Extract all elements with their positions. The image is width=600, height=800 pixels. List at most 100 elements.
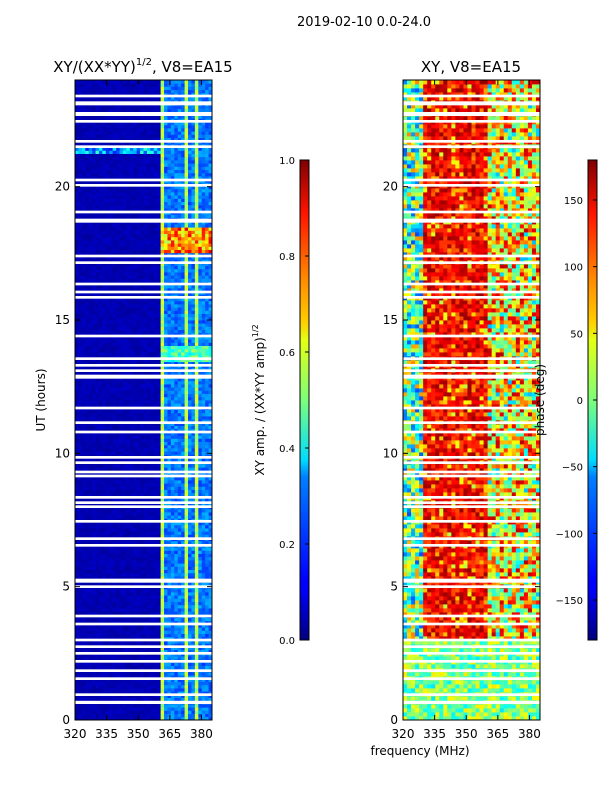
amplitude-cell xyxy=(198,422,203,426)
amplitude-cell xyxy=(136,531,141,535)
amplitude-cell xyxy=(160,620,165,625)
amplitude-cell xyxy=(181,464,186,468)
amplitude-cell xyxy=(174,563,179,567)
amplitude-cell xyxy=(143,428,148,433)
amplitude-cell xyxy=(102,476,107,481)
amplitude-cell xyxy=(92,569,96,574)
amplitude-cell xyxy=(75,707,79,711)
amplitude-cell xyxy=(146,582,151,586)
amplitude-cell xyxy=(184,540,189,545)
amplitude-cell xyxy=(143,432,148,436)
amplitude-cell xyxy=(167,403,172,407)
amplitude-cell xyxy=(150,646,155,650)
amplitude-cell xyxy=(88,499,93,503)
amplitude-cell xyxy=(153,633,158,638)
amplitude-cell xyxy=(143,627,148,631)
amplitude-cell xyxy=(140,384,144,388)
amplitude-cell xyxy=(88,425,93,430)
amplitude-cell xyxy=(201,380,206,385)
amplitude-cell xyxy=(109,688,114,692)
amplitude-cell xyxy=(191,441,196,446)
amplitude-cell xyxy=(109,489,114,494)
amplitude-cell xyxy=(81,419,86,423)
amplitude-cell xyxy=(160,489,165,494)
amplitude-cell xyxy=(208,697,212,702)
amplitude-cell xyxy=(146,563,151,567)
amplitude-cell xyxy=(205,492,209,497)
amplitude-cell xyxy=(167,636,172,641)
amplitude-cell xyxy=(136,633,141,638)
amplitude-cell xyxy=(102,643,107,647)
amplitude-cell xyxy=(174,592,179,596)
amplitude-cell xyxy=(143,684,148,689)
amplitude-cell xyxy=(167,422,172,426)
amplitude-cell xyxy=(150,448,155,452)
amplitude-cell xyxy=(75,499,79,503)
amplitude-cell xyxy=(201,582,206,586)
amplitude-cell xyxy=(116,416,120,420)
amplitude-cell xyxy=(109,428,114,433)
amplitude-cell xyxy=(201,390,206,394)
amplitude-cell xyxy=(109,710,114,714)
amplitude-cell xyxy=(105,524,110,529)
amplitude-cell xyxy=(75,409,79,414)
amplitude-cell xyxy=(181,633,186,638)
amplitude-cell xyxy=(140,617,144,622)
amplitude-cell xyxy=(102,531,107,535)
amplitude-cell xyxy=(85,336,90,340)
amplitude-cell xyxy=(191,476,196,481)
amplitude-cell xyxy=(160,556,165,561)
amplitude-cell xyxy=(143,672,148,676)
amplitude-cell xyxy=(85,441,90,446)
amplitude-cell xyxy=(208,428,212,433)
amplitude-cell xyxy=(201,377,206,382)
amplitude-cell xyxy=(157,486,162,490)
amplitude-cell xyxy=(177,451,182,455)
amplitude-cell xyxy=(205,521,209,526)
amplitude-cell xyxy=(157,435,162,439)
amplitude-cell xyxy=(78,432,83,436)
amplitude-cell xyxy=(81,377,86,382)
amplitude-cell xyxy=(157,380,162,385)
amplitude-cell xyxy=(174,662,179,666)
amplitude-cell xyxy=(205,598,209,602)
amplitude-cell xyxy=(153,380,158,385)
amplitude-cell xyxy=(174,428,179,433)
amplitude-cell xyxy=(81,633,86,638)
amplitude-cell xyxy=(119,502,124,506)
amplitude-cell xyxy=(198,675,203,679)
amplitude-cell xyxy=(153,665,158,670)
amplitude-cell xyxy=(177,646,182,650)
amplitude-cell xyxy=(143,608,148,612)
amplitude-cell xyxy=(92,633,96,638)
amplitude-cell xyxy=(119,336,124,340)
amplitude-cell xyxy=(81,694,86,698)
amplitude-cell xyxy=(92,326,96,330)
amplitude-cell xyxy=(98,403,103,407)
amplitude-cell xyxy=(75,508,79,513)
amplitude-cell xyxy=(157,704,162,708)
amplitude-cell xyxy=(164,646,168,650)
amplitude-cell xyxy=(92,329,96,334)
amplitude-cell xyxy=(177,467,182,471)
amplitude-cell xyxy=(78,592,83,596)
amplitude-cell xyxy=(105,352,110,356)
amplitude-cell xyxy=(164,566,168,570)
amplitude-cell xyxy=(133,342,138,346)
amplitude-cell xyxy=(167,476,172,481)
amplitude-cell xyxy=(146,476,151,481)
amplitude-cell xyxy=(92,393,96,398)
amplitude-cell xyxy=(133,684,138,689)
amplitude-cell xyxy=(126,384,131,388)
amplitude-cell xyxy=(98,467,103,471)
amplitude-cell xyxy=(92,688,96,692)
amplitude-cell xyxy=(201,684,206,689)
amplitude-cell xyxy=(133,556,138,561)
amplitude-cell xyxy=(95,640,100,644)
amplitude-cell xyxy=(122,678,127,682)
amplitude-cell xyxy=(75,617,79,622)
amplitude-cell xyxy=(181,380,186,385)
amplitude-cell xyxy=(153,320,158,324)
amplitude-cell xyxy=(170,649,175,654)
amplitude-cell xyxy=(150,563,155,567)
